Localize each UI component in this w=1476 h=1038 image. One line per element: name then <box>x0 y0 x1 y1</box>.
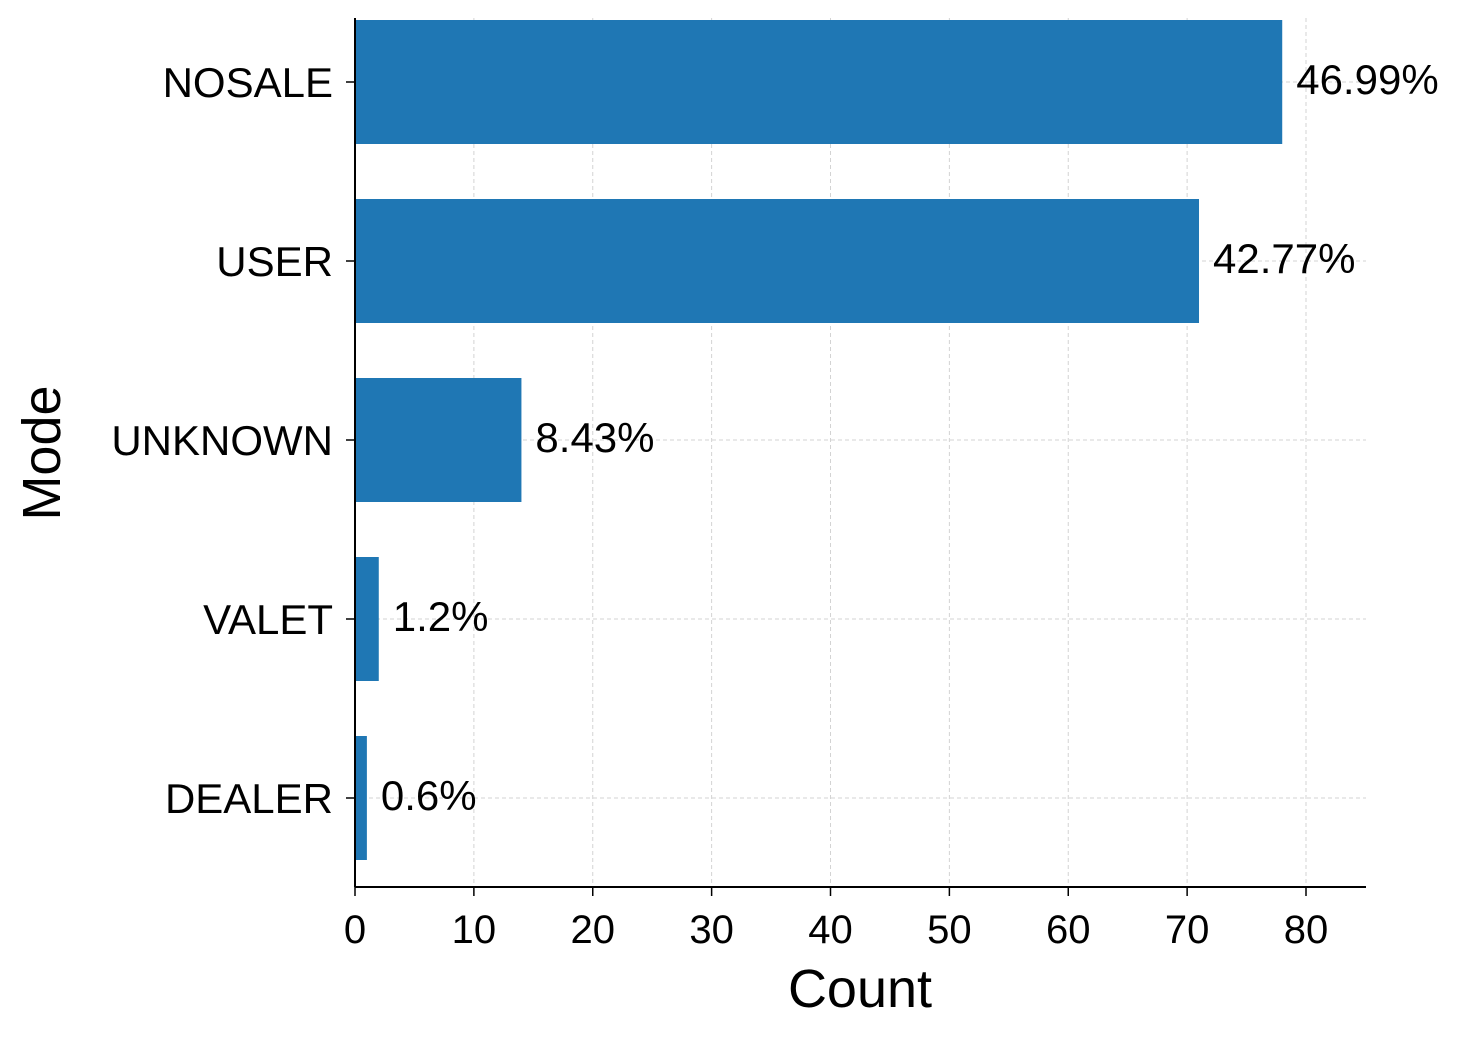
x-tick-label: 40 <box>808 908 853 952</box>
bars-layer <box>355 20 1283 860</box>
x-tick-label: 10 <box>452 908 497 952</box>
bar-unknown <box>355 378 522 502</box>
category-label: USER <box>216 238 333 285</box>
data-label: 42.77% <box>1213 235 1355 282</box>
x-tick-label: 30 <box>689 908 734 952</box>
data-label: 1.2% <box>393 593 489 640</box>
x-tick-label: 70 <box>1165 908 1210 952</box>
x-axis-title: Count <box>788 959 932 1019</box>
x-tick-label: 20 <box>571 908 616 952</box>
category-label: UNKNOWN <box>111 417 333 464</box>
axes-layer <box>346 18 1366 896</box>
x-tick-label: 60 <box>1046 908 1091 952</box>
x-tick-label: 50 <box>927 908 972 952</box>
labels-layer: 0 10 20 30 40 50 60 70 80 NOSALE 46.99% USER 42.77% U… <box>111 56 1438 952</box>
category-label: VALET <box>203 596 333 643</box>
bar-nosale <box>355 20 1283 144</box>
data-label: 46.99% <box>1296 56 1438 103</box>
y-axis-title: Mode <box>12 385 72 520</box>
data-label: 0.6% <box>381 772 477 819</box>
bar-user <box>355 199 1200 323</box>
bar-dealer <box>355 736 367 860</box>
data-label: 8.43% <box>535 414 654 461</box>
category-label: NOSALE <box>163 59 333 106</box>
bar-valet <box>355 557 379 681</box>
x-tick-label: 80 <box>1284 908 1329 952</box>
category-label: DEALER <box>165 775 333 822</box>
x-tick-label: 0 <box>344 908 366 952</box>
